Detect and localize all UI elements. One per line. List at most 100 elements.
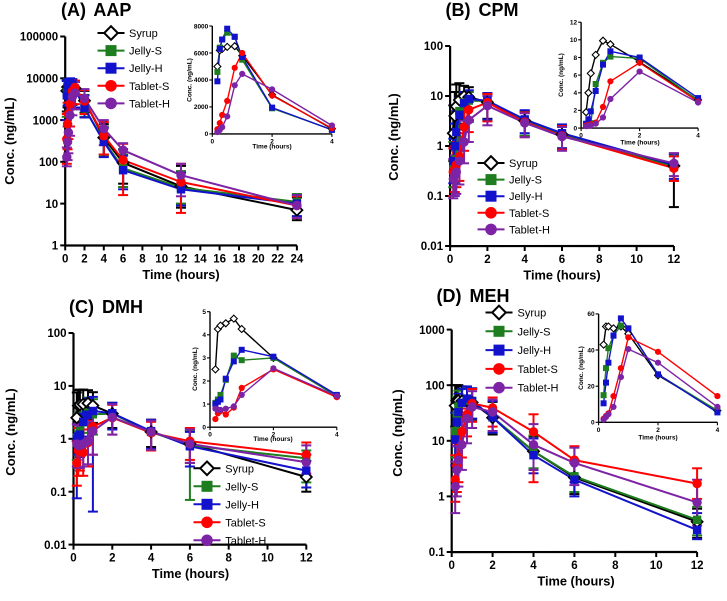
svg-text:20: 20 [252, 253, 265, 265]
svg-text:10: 10 [650, 560, 663, 572]
svg-text:8: 8 [612, 560, 619, 572]
svg-text:8: 8 [573, 55, 577, 62]
svg-text:(A) AAP: (A) AAP [61, 0, 131, 20]
svg-text:0: 0 [62, 253, 68, 265]
svg-text:1: 1 [437, 141, 444, 153]
svg-text:2: 2 [656, 427, 660, 434]
svg-text:2: 2 [489, 560, 495, 572]
svg-text:100: 100 [47, 328, 66, 340]
svg-text:0: 0 [202, 425, 206, 432]
svg-text:4000: 4000 [194, 77, 209, 84]
svg-text:Tablet-S: Tablet-S [129, 81, 169, 93]
svg-text:6: 6 [573, 72, 577, 79]
svg-text:16: 16 [213, 253, 226, 265]
svg-text:0.1: 0.1 [429, 547, 446, 559]
svg-text:Conc. (ng/mL): Conc. (ng/mL) [187, 58, 194, 102]
svg-text:Conc. (ng/mL): Conc. (ng/mL) [578, 346, 585, 390]
svg-text:10: 10 [45, 199, 58, 211]
svg-text:20: 20 [587, 384, 595, 391]
svg-text:4: 4 [521, 254, 528, 266]
svg-text:10: 10 [430, 91, 443, 103]
svg-text:2: 2 [484, 254, 490, 266]
svg-text:8000: 8000 [194, 23, 209, 30]
svg-text:Tablet-H: Tablet-H [518, 383, 559, 395]
svg-text:4: 4 [696, 133, 700, 140]
svg-text:6000: 6000 [194, 50, 209, 57]
svg-text:6: 6 [187, 553, 193, 565]
svg-text:Conc. (ng/mL): Conc. (ng/mL) [386, 93, 401, 180]
svg-text:4: 4 [148, 553, 155, 565]
svg-text:1000: 1000 [33, 115, 59, 127]
svg-text:Jelly-H: Jelly-H [509, 191, 543, 203]
svg-text:10: 10 [155, 253, 168, 265]
svg-text:0: 0 [210, 138, 214, 145]
svg-text:Time (hours): Time (hours) [253, 436, 292, 443]
svg-text:22: 22 [271, 253, 284, 265]
svg-text:Time (hours): Time (hours) [252, 144, 291, 151]
svg-text:0: 0 [591, 420, 595, 427]
svg-text:6: 6 [571, 560, 577, 572]
svg-text:0.1: 0.1 [427, 191, 444, 203]
svg-text:100: 100 [39, 157, 58, 169]
svg-text:14: 14 [194, 253, 207, 265]
svg-text:12: 12 [691, 560, 704, 572]
svg-text:12: 12 [570, 20, 578, 27]
svg-text:Jelly-S: Jelly-S [129, 46, 162, 58]
svg-text:Conc. (ng/mL): Conc. (ng/mL) [192, 347, 199, 391]
svg-text:10: 10 [432, 436, 445, 448]
svg-text:3: 3 [202, 355, 206, 362]
svg-text:1: 1 [438, 492, 445, 504]
svg-text:8: 8 [596, 254, 603, 266]
svg-text:Syrup: Syrup [225, 463, 254, 475]
svg-text:Jelly-H: Jelly-H [518, 345, 552, 357]
svg-text:(B) CPM: (B) CPM [446, 0, 519, 20]
svg-text:2000: 2000 [194, 104, 209, 111]
svg-text:0: 0 [579, 133, 583, 140]
svg-text:10: 10 [630, 254, 643, 266]
svg-text:Conc. (ng/mL): Conc. (ng/mL) [558, 53, 565, 97]
svg-text:Jelly-H: Jelly-H [225, 499, 259, 511]
svg-text:4: 4 [101, 253, 108, 265]
svg-text:Conc. (ng/mL): Conc. (ng/mL) [3, 388, 18, 475]
svg-text:100000: 100000 [20, 32, 58, 44]
svg-text:4: 4 [202, 332, 206, 339]
svg-text:10: 10 [54, 381, 67, 393]
svg-text:4: 4 [530, 560, 537, 572]
svg-text:4: 4 [335, 432, 339, 439]
svg-text:4: 4 [330, 138, 334, 145]
svg-text:Time (hours): Time (hours) [620, 140, 659, 147]
svg-text:12: 12 [300, 553, 313, 565]
svg-text:Time (hours): Time (hours) [523, 268, 600, 283]
svg-text:0.1: 0.1 [51, 487, 68, 499]
svg-text:0: 0 [205, 131, 209, 138]
svg-text:12: 12 [175, 253, 188, 265]
svg-text:2: 2 [573, 108, 577, 115]
svg-text:0: 0 [447, 254, 453, 266]
svg-text:Tablet-H: Tablet-H [509, 224, 550, 236]
svg-text:0: 0 [597, 427, 601, 434]
svg-text:Jelly-H: Jelly-H [129, 63, 163, 75]
svg-text:6: 6 [559, 254, 565, 266]
svg-text:Tablet-S: Tablet-S [518, 364, 558, 376]
svg-text:4: 4 [716, 427, 720, 434]
svg-text:6: 6 [120, 253, 126, 265]
svg-text:Jelly-S: Jelly-S [225, 481, 258, 493]
svg-text:1: 1 [52, 241, 59, 253]
svg-text:60: 60 [587, 311, 595, 318]
svg-text:Tablet-H: Tablet-H [129, 98, 170, 110]
svg-text:0: 0 [573, 125, 577, 132]
svg-text:Jelly-S: Jelly-S [509, 175, 542, 187]
svg-text:Time (hours): Time (hours) [142, 267, 219, 282]
svg-text:10: 10 [261, 553, 274, 565]
svg-text:100: 100 [426, 380, 445, 392]
svg-text:1000: 1000 [419, 325, 445, 337]
svg-text:0: 0 [70, 553, 76, 565]
svg-text:0: 0 [208, 432, 212, 439]
svg-text:Conc. (ng/mL): Conc. (ng/mL) [390, 389, 405, 476]
svg-text:Tablet-S: Tablet-S [225, 517, 265, 529]
svg-text:5: 5 [202, 309, 206, 316]
svg-text:8: 8 [225, 553, 232, 565]
svg-text:Jelly-S: Jelly-S [518, 326, 551, 338]
svg-text:2: 2 [109, 553, 115, 565]
svg-text:8: 8 [139, 253, 146, 265]
